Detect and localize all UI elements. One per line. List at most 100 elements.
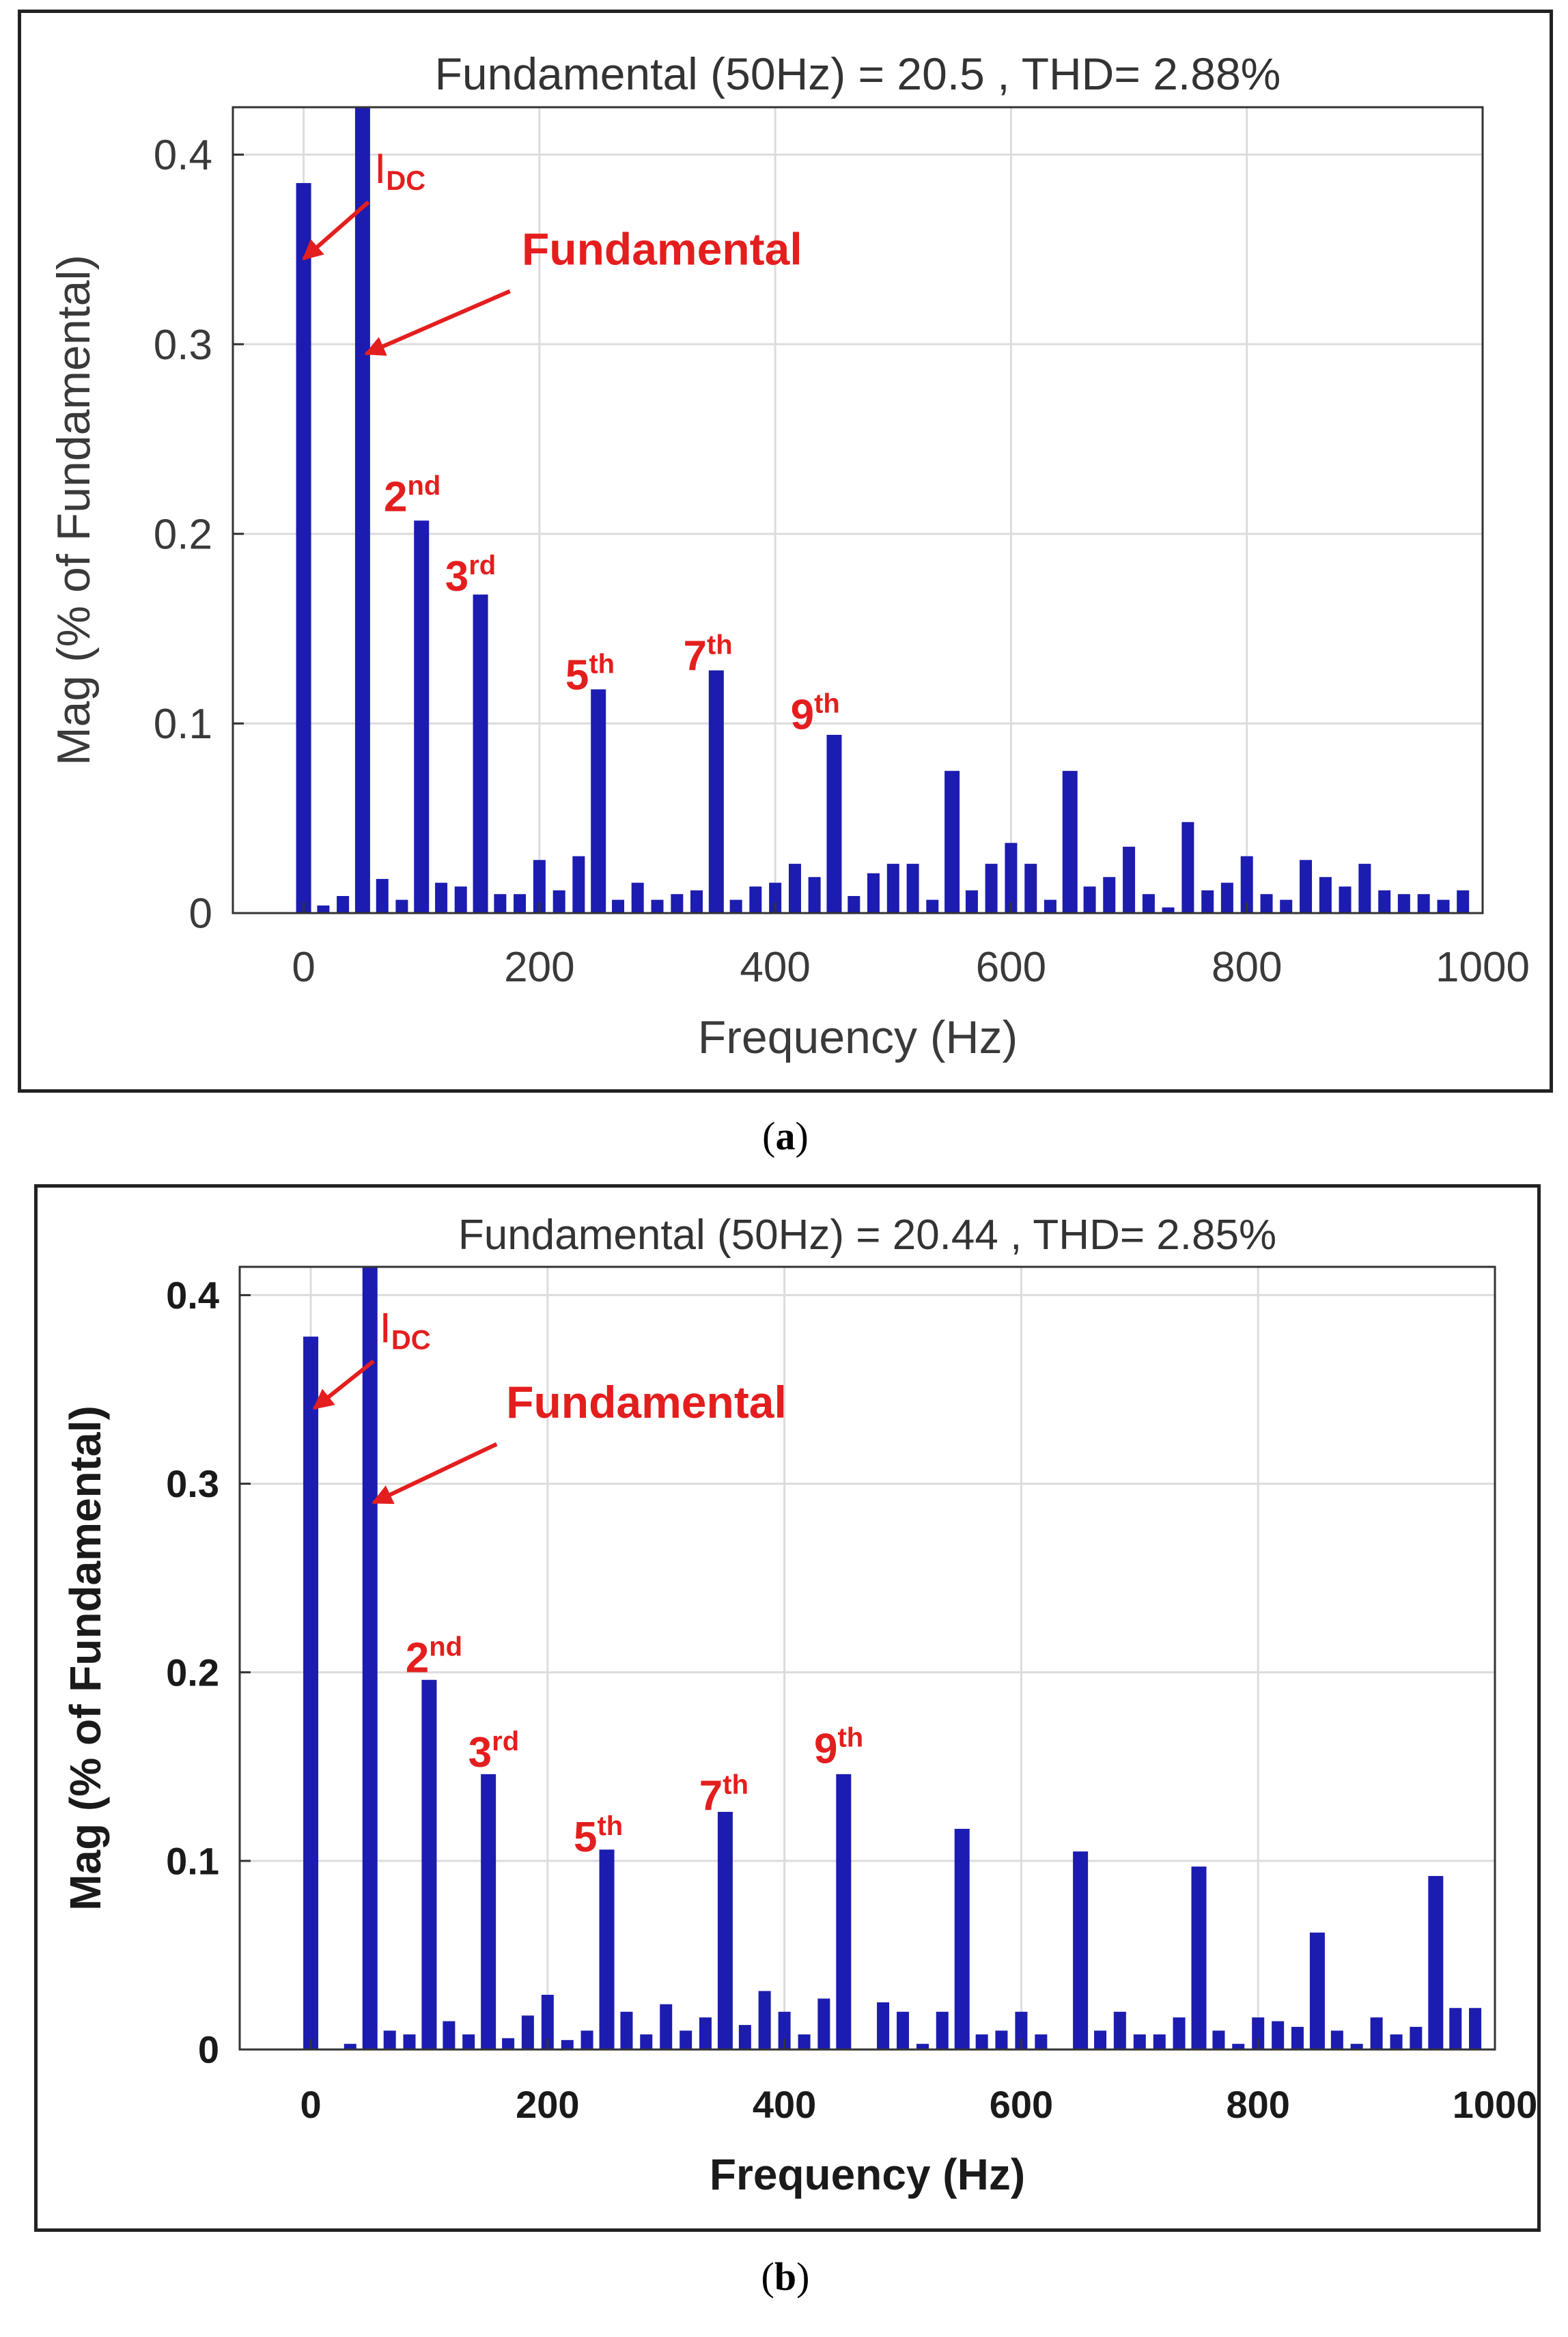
chart-b-bar — [758, 1991, 771, 2049]
chart-a-bar — [1162, 907, 1175, 913]
chart-b-annotation-text: 9 — [814, 1725, 837, 1772]
chart-a-annotation-subscript: DC — [386, 166, 425, 196]
chart-b-bar — [975, 2034, 988, 2049]
caption-a-letter: a — [775, 1114, 796, 1158]
chart-a-bar — [552, 890, 565, 913]
chart-b-bar — [836, 1774, 852, 2049]
chart-a-bar — [1181, 822, 1194, 913]
caption-b-letter: b — [774, 2254, 797, 2299]
chart-a-bar — [848, 896, 860, 913]
chart-a-bar — [376, 879, 389, 913]
chart-b-bar — [344, 2043, 356, 2049]
chart-a-annotation-arrow — [302, 200, 370, 261]
chart-a-annotation-0: IDC — [374, 145, 425, 196]
chart-b-bar — [680, 2030, 692, 2049]
chart-a-bar — [1300, 860, 1313, 913]
chart-a-annotation-6: 9th — [791, 689, 840, 739]
chart-a-svg: 0 200 400 600 800 1000 0 0.1 0.2 0.3 0.4 Fundamenta… — [48, 48, 1530, 1063]
chart-b-bar — [599, 1849, 615, 2049]
chart-a-bar — [826, 735, 842, 913]
chart-b-bar — [1291, 2026, 1304, 2049]
chart-a-bar — [395, 899, 408, 913]
chart-a-annotation-text: I — [374, 145, 386, 193]
chart-b-bar — [1212, 2030, 1225, 2049]
chart-a-bar — [808, 877, 821, 913]
chart-b-annotation-5: 7th — [699, 1769, 748, 1819]
chart-a-bar — [1083, 886, 1096, 913]
chart-a-bar — [769, 882, 782, 913]
chart-b-annotation-3: 3rd — [468, 1726, 519, 1776]
chart-b-x-tick-label: 0 — [300, 2083, 321, 2126]
chart-b-y-tick-label: 0.1 — [166, 1839, 219, 1882]
chart-b-bar — [995, 2030, 1008, 2049]
chart-a-bar — [1005, 843, 1018, 913]
chart-a-bar — [435, 882, 448, 913]
chart-b-bar — [1035, 2034, 1048, 2049]
chart-b-bar — [897, 2011, 910, 2049]
chart-a-bar — [1417, 894, 1430, 913]
chart-b-ylabel: Mag (% of Fundamental) — [61, 1405, 110, 1911]
chart-b-bar — [1350, 2043, 1363, 2049]
caption-b-close: ) — [796, 2254, 810, 2299]
chart-a-bar — [1378, 890, 1391, 913]
chart-a-bar — [1260, 894, 1273, 913]
caption-a-close: ) — [795, 1114, 809, 1158]
chart-a-bar — [317, 905, 330, 913]
chart-b-bar — [1073, 1851, 1089, 2049]
chart-b-bar — [561, 2040, 574, 2049]
chart-a-y-tick-label: 0.1 — [154, 701, 212, 748]
chart-b-axes-box — [238, 1265, 1496, 2051]
chart-a-bar — [1280, 899, 1293, 913]
chart-a-bar — [1319, 877, 1332, 913]
chart-b-annotation-superscript: th — [597, 1811, 623, 1841]
chart-b-bar — [1252, 2017, 1265, 2049]
chart-b-title: Fundamental (50Hz) = 20.44 , THD= 2.85% — [458, 1212, 1276, 1259]
caption-a-open: ( — [762, 1114, 776, 1158]
chart-a-bar — [296, 183, 311, 913]
caption-b-open: ( — [761, 2254, 774, 2299]
chart-b-bar — [738, 2025, 751, 2049]
chart-b-bar — [362, 1267, 378, 2049]
chart-a-x-tick-label: 1000 — [1436, 944, 1530, 991]
chart-b-bar — [1153, 2034, 1166, 2049]
chart-b-bar — [817, 1998, 830, 2049]
chart-a-bar — [1240, 856, 1253, 913]
chart-a-bar — [494, 894, 507, 913]
chart-a-bar — [965, 890, 978, 913]
chart-a-bar — [708, 670, 724, 913]
chart-a-bar — [729, 899, 742, 913]
chart-a-annotation-1: Fundamental — [522, 223, 802, 274]
chart-b-bar — [1449, 2008, 1462, 2049]
chart-a-bar — [749, 886, 762, 913]
chart-b-annotation-2: 2nd — [406, 1632, 462, 1682]
chart-b-bar — [717, 1812, 733, 2049]
chart-a-bar — [1024, 863, 1037, 913]
chart-b-annotation-arrow — [312, 1359, 375, 1410]
chart-b-annotation-text: 2 — [406, 1635, 429, 1682]
chart-panel-a: 0 200 400 600 800 1000 0 0.1 0.2 0.3 0.4 Fundamenta… — [18, 10, 1553, 1093]
chart-b-annotation-text: I — [380, 1304, 391, 1352]
chart-b-annotation-0: IDC — [380, 1304, 431, 1355]
chart-a-bar — [1103, 877, 1116, 913]
chart-b-annotation-6: 9th — [814, 1722, 863, 1772]
chart-b-bar — [916, 2043, 929, 2049]
chart-b-bar — [1094, 2030, 1107, 2049]
chart-a-bar — [651, 899, 664, 913]
chart-b-bar — [541, 1994, 554, 2049]
chart-a-y-tick-label: 0.4 — [154, 132, 212, 179]
chart-b-bar — [383, 2030, 396, 2049]
chart-b-bar — [640, 2034, 653, 2049]
chart-b-annotation-text: Fundamental — [506, 1377, 787, 1427]
chart-b-bar — [954, 1828, 970, 2049]
chart-b-bar — [1410, 2026, 1423, 2049]
chart-panel-b: 0 200 400 600 800 1000 0 0.1 0.2 0.3 0.4 Fundamenta… — [34, 1184, 1541, 2232]
caption-b: (b) — [683, 2254, 888, 2299]
chart-b-bar — [1015, 2011, 1028, 2049]
chart-b-x-tick-label: 200 — [516, 2083, 579, 2126]
chart-b-bar — [660, 2004, 673, 2049]
chart-a-bar — [1142, 894, 1155, 913]
chart-a-bar — [1201, 890, 1214, 913]
chart-a-annotation-5: 7th — [683, 630, 732, 680]
chart-a-bar — [906, 863, 919, 913]
chart-a-bar — [1220, 882, 1233, 913]
